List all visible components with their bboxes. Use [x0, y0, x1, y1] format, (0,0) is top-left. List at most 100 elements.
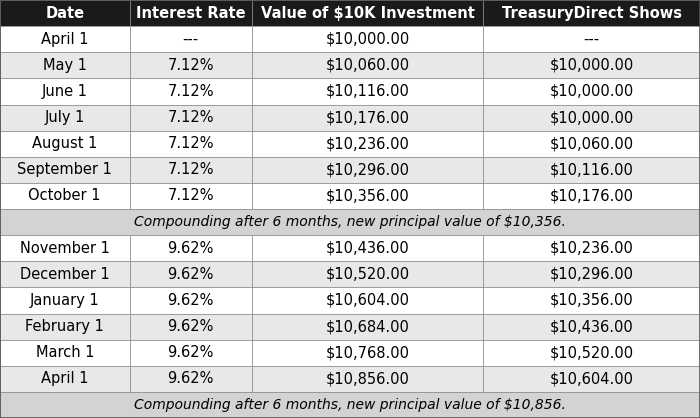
Text: 9.62%: 9.62% — [167, 267, 214, 282]
Text: $10,116.00: $10,116.00 — [550, 162, 634, 177]
Bar — [0, 130, 130, 157]
Bar — [0, 79, 130, 104]
Bar — [483, 314, 700, 339]
Bar — [252, 52, 483, 79]
Text: $10,116.00: $10,116.00 — [326, 84, 409, 99]
Bar — [252, 157, 483, 183]
Text: Compounding after 6 months, new principal value of $10,856.: Compounding after 6 months, new principa… — [134, 398, 566, 412]
Text: 9.62%: 9.62% — [167, 319, 214, 334]
Text: 7.12%: 7.12% — [167, 110, 214, 125]
Text: $10,356.00: $10,356.00 — [550, 293, 634, 308]
Text: Interest Rate: Interest Rate — [136, 5, 246, 20]
Text: $10,436.00: $10,436.00 — [550, 319, 634, 334]
Bar — [130, 0, 252, 26]
Text: $10,604.00: $10,604.00 — [550, 371, 634, 386]
Bar — [483, 52, 700, 79]
Bar — [252, 314, 483, 339]
Bar — [0, 183, 130, 209]
Bar — [483, 157, 700, 183]
Bar — [130, 104, 252, 130]
Bar — [483, 261, 700, 288]
Bar — [0, 235, 130, 261]
Text: $10,856.00: $10,856.00 — [326, 371, 409, 386]
Bar — [130, 130, 252, 157]
Bar — [252, 288, 483, 314]
Text: Date: Date — [46, 5, 84, 20]
Text: $10,356.00: $10,356.00 — [326, 189, 409, 204]
Text: April 1: April 1 — [41, 32, 88, 47]
Text: January 1: January 1 — [30, 293, 99, 308]
Text: $10,604.00: $10,604.00 — [326, 293, 409, 308]
Bar — [252, 79, 483, 104]
Text: 9.62%: 9.62% — [167, 293, 214, 308]
Bar — [483, 288, 700, 314]
Bar — [252, 339, 483, 366]
Text: October 1: October 1 — [29, 189, 101, 204]
Bar — [0, 104, 130, 130]
Bar — [252, 261, 483, 288]
Bar — [483, 235, 700, 261]
Bar — [252, 183, 483, 209]
Bar — [0, 52, 130, 79]
Bar — [130, 26, 252, 52]
Text: March 1: March 1 — [36, 345, 94, 360]
Text: December 1: December 1 — [20, 267, 110, 282]
Bar — [483, 0, 700, 26]
Text: 7.12%: 7.12% — [167, 162, 214, 177]
Bar — [0, 366, 130, 392]
Bar — [483, 130, 700, 157]
Text: 9.62%: 9.62% — [167, 241, 214, 256]
Text: June 1: June 1 — [42, 84, 88, 99]
Bar — [483, 26, 700, 52]
Text: $10,000.00: $10,000.00 — [550, 110, 634, 125]
Bar — [0, 26, 130, 52]
Bar — [0, 0, 130, 26]
Text: May 1: May 1 — [43, 58, 87, 73]
Text: $10,060.00: $10,060.00 — [550, 136, 634, 151]
Text: $10,176.00: $10,176.00 — [326, 110, 409, 125]
Bar — [130, 235, 252, 261]
Bar — [252, 235, 483, 261]
Bar — [483, 183, 700, 209]
Text: $10,296.00: $10,296.00 — [326, 162, 409, 177]
Text: $10,684.00: $10,684.00 — [326, 319, 409, 334]
Bar — [252, 26, 483, 52]
Text: Compounding after 6 months, new principal value of $10,356.: Compounding after 6 months, new principa… — [134, 215, 566, 229]
Text: ---: --- — [183, 32, 199, 47]
Bar — [130, 314, 252, 339]
Text: $10,060.00: $10,060.00 — [326, 58, 409, 73]
Text: $10,000.00: $10,000.00 — [326, 32, 409, 47]
Bar — [252, 0, 483, 26]
Bar — [130, 339, 252, 366]
Text: $10,520.00: $10,520.00 — [326, 267, 409, 282]
Text: 7.12%: 7.12% — [167, 136, 214, 151]
Text: July 1: July 1 — [45, 110, 85, 125]
Bar — [130, 157, 252, 183]
Bar — [483, 339, 700, 366]
Text: 7.12%: 7.12% — [167, 84, 214, 99]
Text: $10,436.00: $10,436.00 — [326, 241, 409, 256]
Text: $10,000.00: $10,000.00 — [550, 58, 634, 73]
Bar — [130, 183, 252, 209]
Text: 7.12%: 7.12% — [167, 58, 214, 73]
Text: 9.62%: 9.62% — [167, 345, 214, 360]
Bar — [130, 288, 252, 314]
Text: $10,176.00: $10,176.00 — [550, 189, 634, 204]
Bar — [130, 52, 252, 79]
Text: August 1: August 1 — [32, 136, 97, 151]
Text: 9.62%: 9.62% — [167, 371, 214, 386]
Text: $10,768.00: $10,768.00 — [326, 345, 409, 360]
Bar — [252, 130, 483, 157]
Bar — [130, 261, 252, 288]
Bar — [0, 314, 130, 339]
Bar — [0, 288, 130, 314]
Text: ---: --- — [583, 32, 600, 47]
Bar — [0, 339, 130, 366]
Bar — [0, 157, 130, 183]
Bar — [483, 366, 700, 392]
Text: September 1: September 1 — [18, 162, 112, 177]
Bar — [0, 392, 700, 418]
Text: TreasuryDirect Shows: TreasuryDirect Shows — [501, 5, 682, 20]
Bar — [130, 79, 252, 104]
Text: $10,236.00: $10,236.00 — [550, 241, 634, 256]
